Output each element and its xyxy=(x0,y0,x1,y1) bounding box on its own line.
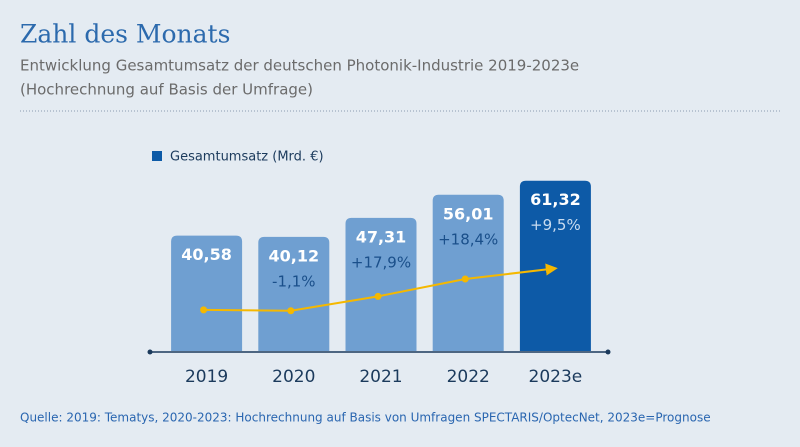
chart-title: Zahl des Monats xyxy=(20,20,230,49)
bar xyxy=(345,217,417,351)
growth-label: -1,1% xyxy=(272,272,316,290)
x-tick-label: 2022 xyxy=(447,367,490,387)
growth-label: +18,4% xyxy=(438,230,498,248)
value-label: 47,31 xyxy=(356,227,407,246)
bar xyxy=(432,194,504,351)
trend-point xyxy=(461,275,469,283)
value-label: 40,12 xyxy=(268,246,319,265)
legend-label: Gesamtumsatz (Mrd. €) xyxy=(170,150,324,165)
subtitle: Entwicklung Gesamtumsatz der deutschen P… xyxy=(20,57,579,75)
x-tick-label: 2020 xyxy=(272,367,315,387)
x-tick-label: 2021 xyxy=(359,367,402,387)
bar xyxy=(171,235,243,351)
trend-point xyxy=(374,292,382,300)
trend-point xyxy=(287,307,295,315)
growth-label: +9,5% xyxy=(530,216,581,234)
trend-point xyxy=(200,306,208,314)
subtitle: (Hochrechnung auf Basis der Umfrage) xyxy=(20,81,313,99)
growth-label: +17,9% xyxy=(351,253,411,271)
value-label: 40,58 xyxy=(181,245,232,264)
value-label: 56,01 xyxy=(443,204,494,223)
source: Quelle: 2019: Tematys, 2020-2023: Hochre… xyxy=(20,411,711,425)
bar xyxy=(258,236,330,351)
legend-swatch xyxy=(152,151,162,161)
x-tick-label: 2019 xyxy=(185,367,228,387)
x-tick-label: 2023e xyxy=(529,367,583,387)
axis-end xyxy=(147,349,153,355)
axis-end xyxy=(605,349,611,355)
value-label: 61,32 xyxy=(530,190,581,209)
